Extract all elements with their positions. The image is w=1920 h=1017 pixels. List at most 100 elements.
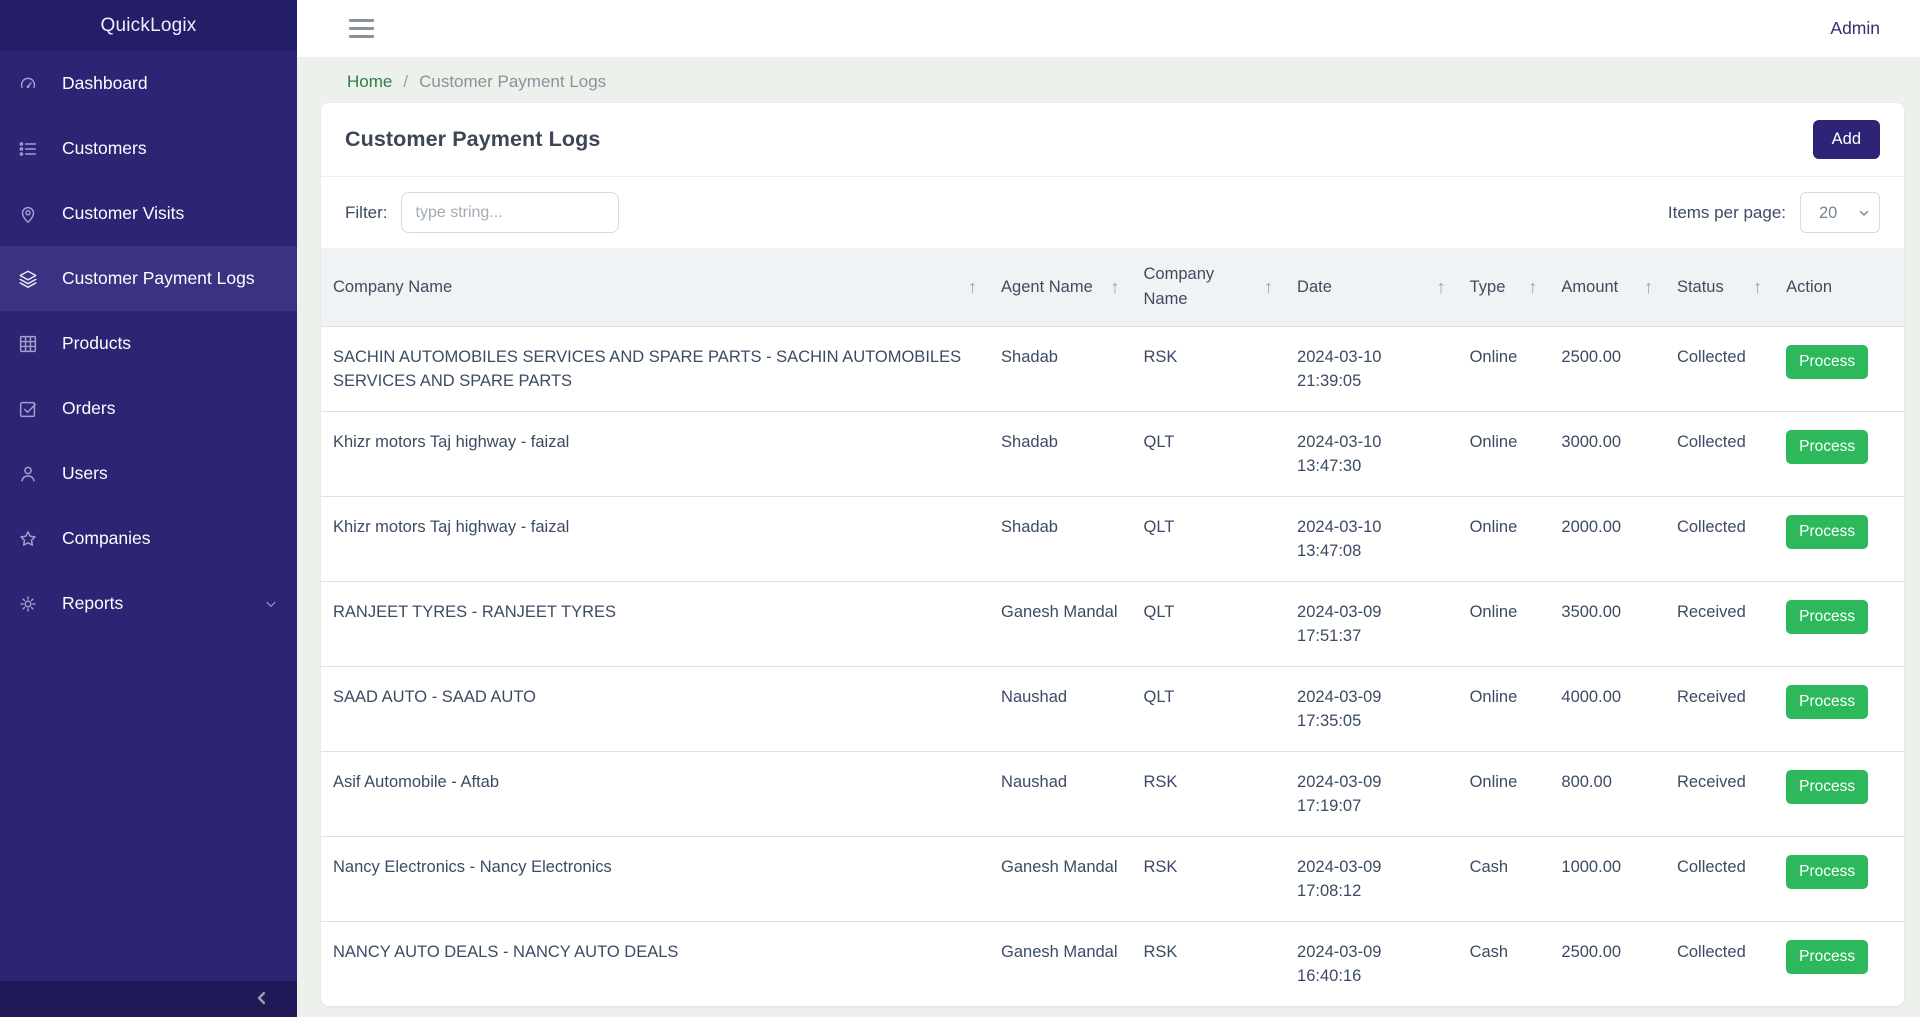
process-button[interactable]: Process — [1786, 515, 1869, 549]
cell-date: 2024-03-09 17:08:12 — [1285, 836, 1458, 922]
column-header-date[interactable]: Date ↑ — [1285, 248, 1458, 327]
list-icon — [16, 137, 40, 161]
column-header-amount[interactable]: Amount ↑ — [1549, 248, 1665, 327]
column-header-company-name[interactable]: Company Name ↑ — [321, 248, 990, 327]
cell-type: Online — [1457, 496, 1550, 582]
cell-company-code: QLT — [1131, 411, 1286, 497]
sidebar-item-customers[interactable]: Customers — [0, 116, 297, 181]
cell-type: Cash — [1457, 836, 1550, 922]
gear-icon — [16, 592, 40, 616]
cell-company-code: RSK — [1131, 921, 1286, 1006]
process-button[interactable]: Process — [1786, 770, 1869, 804]
cell-type: Online — [1457, 411, 1550, 497]
filter-input[interactable] — [400, 192, 619, 233]
cell-agent-name: Shadab — [989, 411, 1132, 497]
table-row: SAAD AUTO - SAAD AUTO Naushad QLT 2024-0… — [321, 666, 1904, 752]
cell-action: Process — [1774, 411, 1904, 497]
sort-arrow-icon: ↑ — [1110, 276, 1120, 297]
process-button[interactable]: Process — [1786, 430, 1869, 464]
cell-status: Received — [1664, 666, 1775, 752]
sidebar-item-orders[interactable]: Orders — [0, 376, 297, 441]
cell-amount: 2000.00 — [1549, 496, 1665, 582]
add-button[interactable]: Add — [1812, 120, 1880, 159]
sidebar-item-customer-payment-logs[interactable]: Customer Payment Logs — [0, 246, 297, 311]
cell-amount: 3500.00 — [1549, 581, 1665, 667]
admin-menu[interactable]: Admin — [1830, 18, 1880, 38]
cell-amount: 3000.00 — [1549, 411, 1665, 497]
table-row: Asif Automobile - Aftab Naushad RSK 2024… — [321, 751, 1904, 837]
table-row: NANCY AUTO DEALS - NANCY AUTO DEALS Gane… — [321, 921, 1904, 1006]
cell-status: Received — [1664, 581, 1775, 667]
grid-icon — [16, 332, 40, 356]
cell-action: Process — [1774, 921, 1904, 1006]
process-button[interactable]: Process — [1786, 600, 1869, 634]
cell-amount: 1000.00 — [1549, 836, 1665, 922]
cell-company-name: Asif Automobile - Aftab — [321, 751, 990, 837]
sidebar-item-dashboard[interactable]: Dashboard — [0, 51, 297, 116]
cell-agent-name: Naushad — [989, 666, 1132, 752]
speedometer-icon — [16, 72, 40, 96]
sort-arrow-icon: ↑ — [1264, 276, 1274, 297]
menu-toggle-button[interactable] — [347, 15, 376, 42]
check-square-icon — [16, 397, 40, 421]
table-row: SACHIN AUTOMOBILES SERVICES AND SPARE PA… — [321, 326, 1904, 412]
cell-company-code: QLT — [1131, 496, 1286, 582]
cell-date: 2024-03-10 13:47:08 — [1285, 496, 1458, 582]
cell-action: Process — [1774, 666, 1904, 752]
items-per-page-select[interactable]: 20 — [1800, 192, 1880, 233]
items-per-page: Items per page: 20 — [1668, 192, 1880, 233]
star-icon — [16, 527, 40, 551]
cell-date: 2024-03-09 17:19:07 — [1285, 751, 1458, 837]
column-header-agent-name[interactable]: Agent Name ↑ — [989, 248, 1132, 327]
cell-status: Collected — [1664, 411, 1775, 497]
cell-type: Online — [1457, 751, 1550, 837]
cell-agent-name: Ganesh Mandal — [989, 581, 1132, 667]
sort-arrow-icon: ↑ — [968, 276, 978, 297]
cell-action: Process — [1774, 496, 1904, 582]
sidebar-footer — [0, 981, 297, 1017]
sidebar-nav: Dashboard Customers Customer Visits Cust… — [0, 51, 297, 981]
user-icon — [16, 462, 40, 486]
process-button[interactable]: Process — [1786, 345, 1869, 379]
table-header-row: Company Name ↑ Agent Name ↑ Company Name ↑ Dat… — [321, 248, 1904, 327]
sort-arrow-icon: ↑ — [1436, 276, 1446, 297]
cell-type: Online — [1457, 666, 1550, 752]
sidebar-item-customer-visits[interactable]: Customer Visits — [0, 181, 297, 246]
cell-status: Received — [1664, 751, 1775, 837]
cell-date: 2024-03-09 17:51:37 — [1285, 581, 1458, 667]
cell-company-code: RSK — [1131, 836, 1286, 922]
cell-type: Online — [1457, 581, 1550, 667]
process-button[interactable]: Process — [1786, 855, 1869, 889]
cell-status: Collected — [1664, 921, 1775, 1006]
cell-date: 2024-03-10 13:47:30 — [1285, 411, 1458, 497]
cell-agent-name: Ganesh Mandal — [989, 921, 1132, 1006]
main-area: Admin Home / Customer Payment Logs Custo… — [297, 0, 1920, 1017]
cell-company-code: RSK — [1131, 326, 1286, 412]
cell-agent-name: Ganesh Mandal — [989, 836, 1132, 922]
breadcrumb: Home / Customer Payment Logs — [297, 57, 1920, 103]
cell-company-name: Nancy Electronics - Nancy Electronics — [321, 836, 990, 922]
cell-company-name: NANCY AUTO DEALS - NANCY AUTO DEALS — [321, 921, 990, 1006]
items-per-page-label: Items per page: — [1667, 202, 1786, 222]
filter-label: Filter: — [345, 202, 388, 222]
topbar: Admin — [297, 0, 1920, 57]
table-body: SACHIN AUTOMOBILES SERVICES AND SPARE PA… — [321, 326, 1904, 1006]
cell-action: Process — [1774, 581, 1904, 667]
sidebar-item-companies[interactable]: Companies — [0, 506, 297, 571]
column-header-action: Action — [1774, 248, 1904, 327]
process-button[interactable]: Process — [1786, 685, 1869, 719]
sidebar: QuickLogix Dashboard Customers Customer … — [0, 0, 297, 1017]
payment-logs-table: Company Name ↑ Agent Name ↑ Company Name ↑ Dat… — [321, 248, 1904, 1006]
breadcrumb-home-link[interactable]: Home — [347, 72, 393, 91]
sidebar-item-products[interactable]: Products — [0, 311, 297, 376]
cell-type: Cash — [1457, 921, 1550, 1006]
chevron-left-icon — [253, 989, 271, 1010]
column-header-status[interactable]: Status ↑ — [1664, 248, 1775, 327]
column-header-company-name[interactable]: Company Name ↑ — [1131, 248, 1286, 327]
sidebar-collapse-button[interactable] — [253, 989, 271, 1010]
cell-company-name: Khizr motors Taj highway - faizal — [321, 411, 990, 497]
sidebar-item-reports[interactable]: Reports — [0, 571, 297, 636]
column-header-type[interactable]: Type ↑ — [1457, 248, 1550, 327]
process-button[interactable]: Process — [1786, 940, 1869, 974]
sidebar-item-users[interactable]: Users — [0, 441, 297, 506]
